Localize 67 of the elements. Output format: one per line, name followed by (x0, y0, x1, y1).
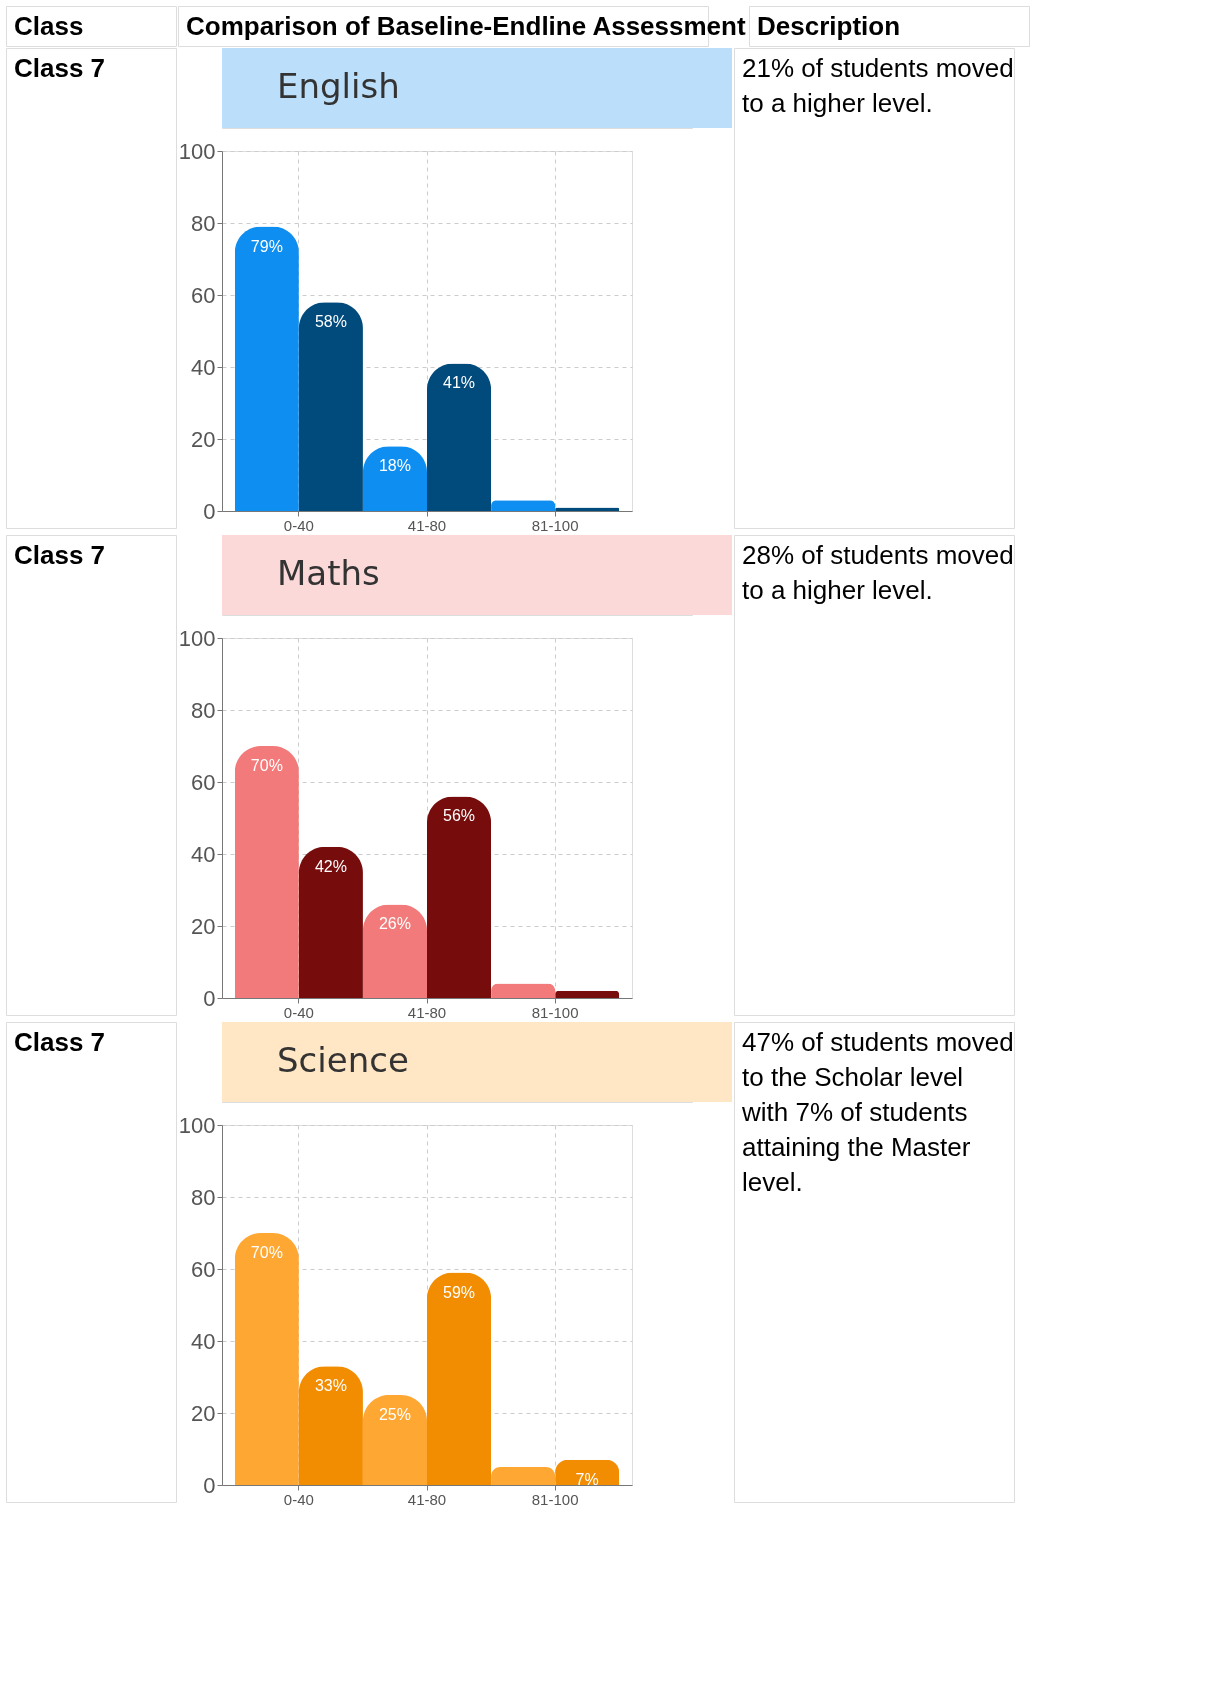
text: 47% of students moved to the Scholar level with 7% of students attaining the Master level. (741, 1027, 1014, 1198)
text: Description (757, 11, 901, 41)
y-tick-label: 40 (191, 1328, 216, 1354)
y-tick-label: 60 (191, 282, 216, 308)
text: Class (14, 11, 84, 41)
bar (555, 990, 620, 998)
data-label: 41% (443, 374, 476, 392)
y-tick-label: 0 (203, 498, 216, 524)
bar (234, 746, 299, 998)
data-label: 18% (378, 457, 411, 475)
bar (427, 1272, 492, 1485)
bar (491, 500, 556, 511)
bar (491, 983, 556, 998)
bar (298, 1366, 363, 1485)
data-label: 26% (378, 915, 411, 933)
data-label: 70% (250, 1244, 283, 1261)
y-tick-label: 20 (191, 913, 216, 939)
text: 21% of students moved to a higher level. (742, 53, 1014, 119)
text: Class 7 (14, 1027, 106, 1057)
text: Class 7 (14, 540, 106, 570)
data-label: 33% (314, 1377, 347, 1395)
y-tick-label: 0 (203, 1472, 216, 1498)
chart-title: Maths (277, 553, 380, 593)
data-label: 25% (378, 1406, 411, 1423)
text: 28% of students moved to a higher level. (742, 540, 1014, 606)
bar (234, 226, 299, 511)
x-tick-label: 81-100 (531, 1490, 579, 1508)
bar (362, 904, 427, 998)
data-label: 7% (575, 1470, 599, 1488)
y-tick-label: 40 (191, 841, 216, 867)
bar (234, 1233, 299, 1485)
bar (427, 363, 492, 511)
y-tick-label: 20 (191, 1400, 216, 1426)
y-tick-label: 100 (178, 1112, 216, 1138)
x-tick-label: 41-80 (407, 516, 447, 534)
chart-title: Science (277, 1040, 409, 1080)
y-tick-label: 80 (191, 1184, 216, 1210)
bar (491, 1467, 556, 1485)
y-tick-label: 60 (191, 1256, 216, 1282)
data-label: 58% (314, 313, 347, 331)
x-tick-label: 81-100 (531, 516, 579, 534)
x-tick-label: 0-40 (283, 516, 314, 534)
data-label: 56% (443, 807, 476, 825)
x-tick-label: 0-40 (283, 1003, 314, 1021)
bar (298, 302, 363, 511)
y-tick-label: 80 (191, 697, 216, 723)
bar (362, 1395, 427, 1485)
y-tick-label: 0 (203, 985, 216, 1011)
data-label: 42% (314, 857, 347, 875)
text: Class 7 (14, 53, 106, 83)
x-tick-label: 81-100 (531, 1003, 579, 1021)
y-tick-label: 100 (178, 625, 216, 651)
bar (427, 796, 492, 998)
text: Comparison of Baseline-Endline Assessment (186, 11, 746, 41)
x-tick-label: 0-40 (283, 1490, 314, 1508)
data-label: 59% (443, 1283, 476, 1301)
x-tick-label: 41-80 (407, 1003, 447, 1021)
chart-title: English (277, 66, 400, 106)
y-tick-label: 60 (191, 769, 216, 795)
data-label: 70% (250, 757, 283, 774)
data-label: 79% (250, 237, 283, 255)
bar (298, 846, 363, 998)
y-tick-label: 40 (191, 354, 216, 380)
x-tick-label: 41-80 (407, 1490, 447, 1508)
y-tick-label: 100 (178, 138, 216, 164)
y-tick-label: 20 (191, 426, 216, 452)
y-tick-label: 80 (191, 210, 216, 236)
